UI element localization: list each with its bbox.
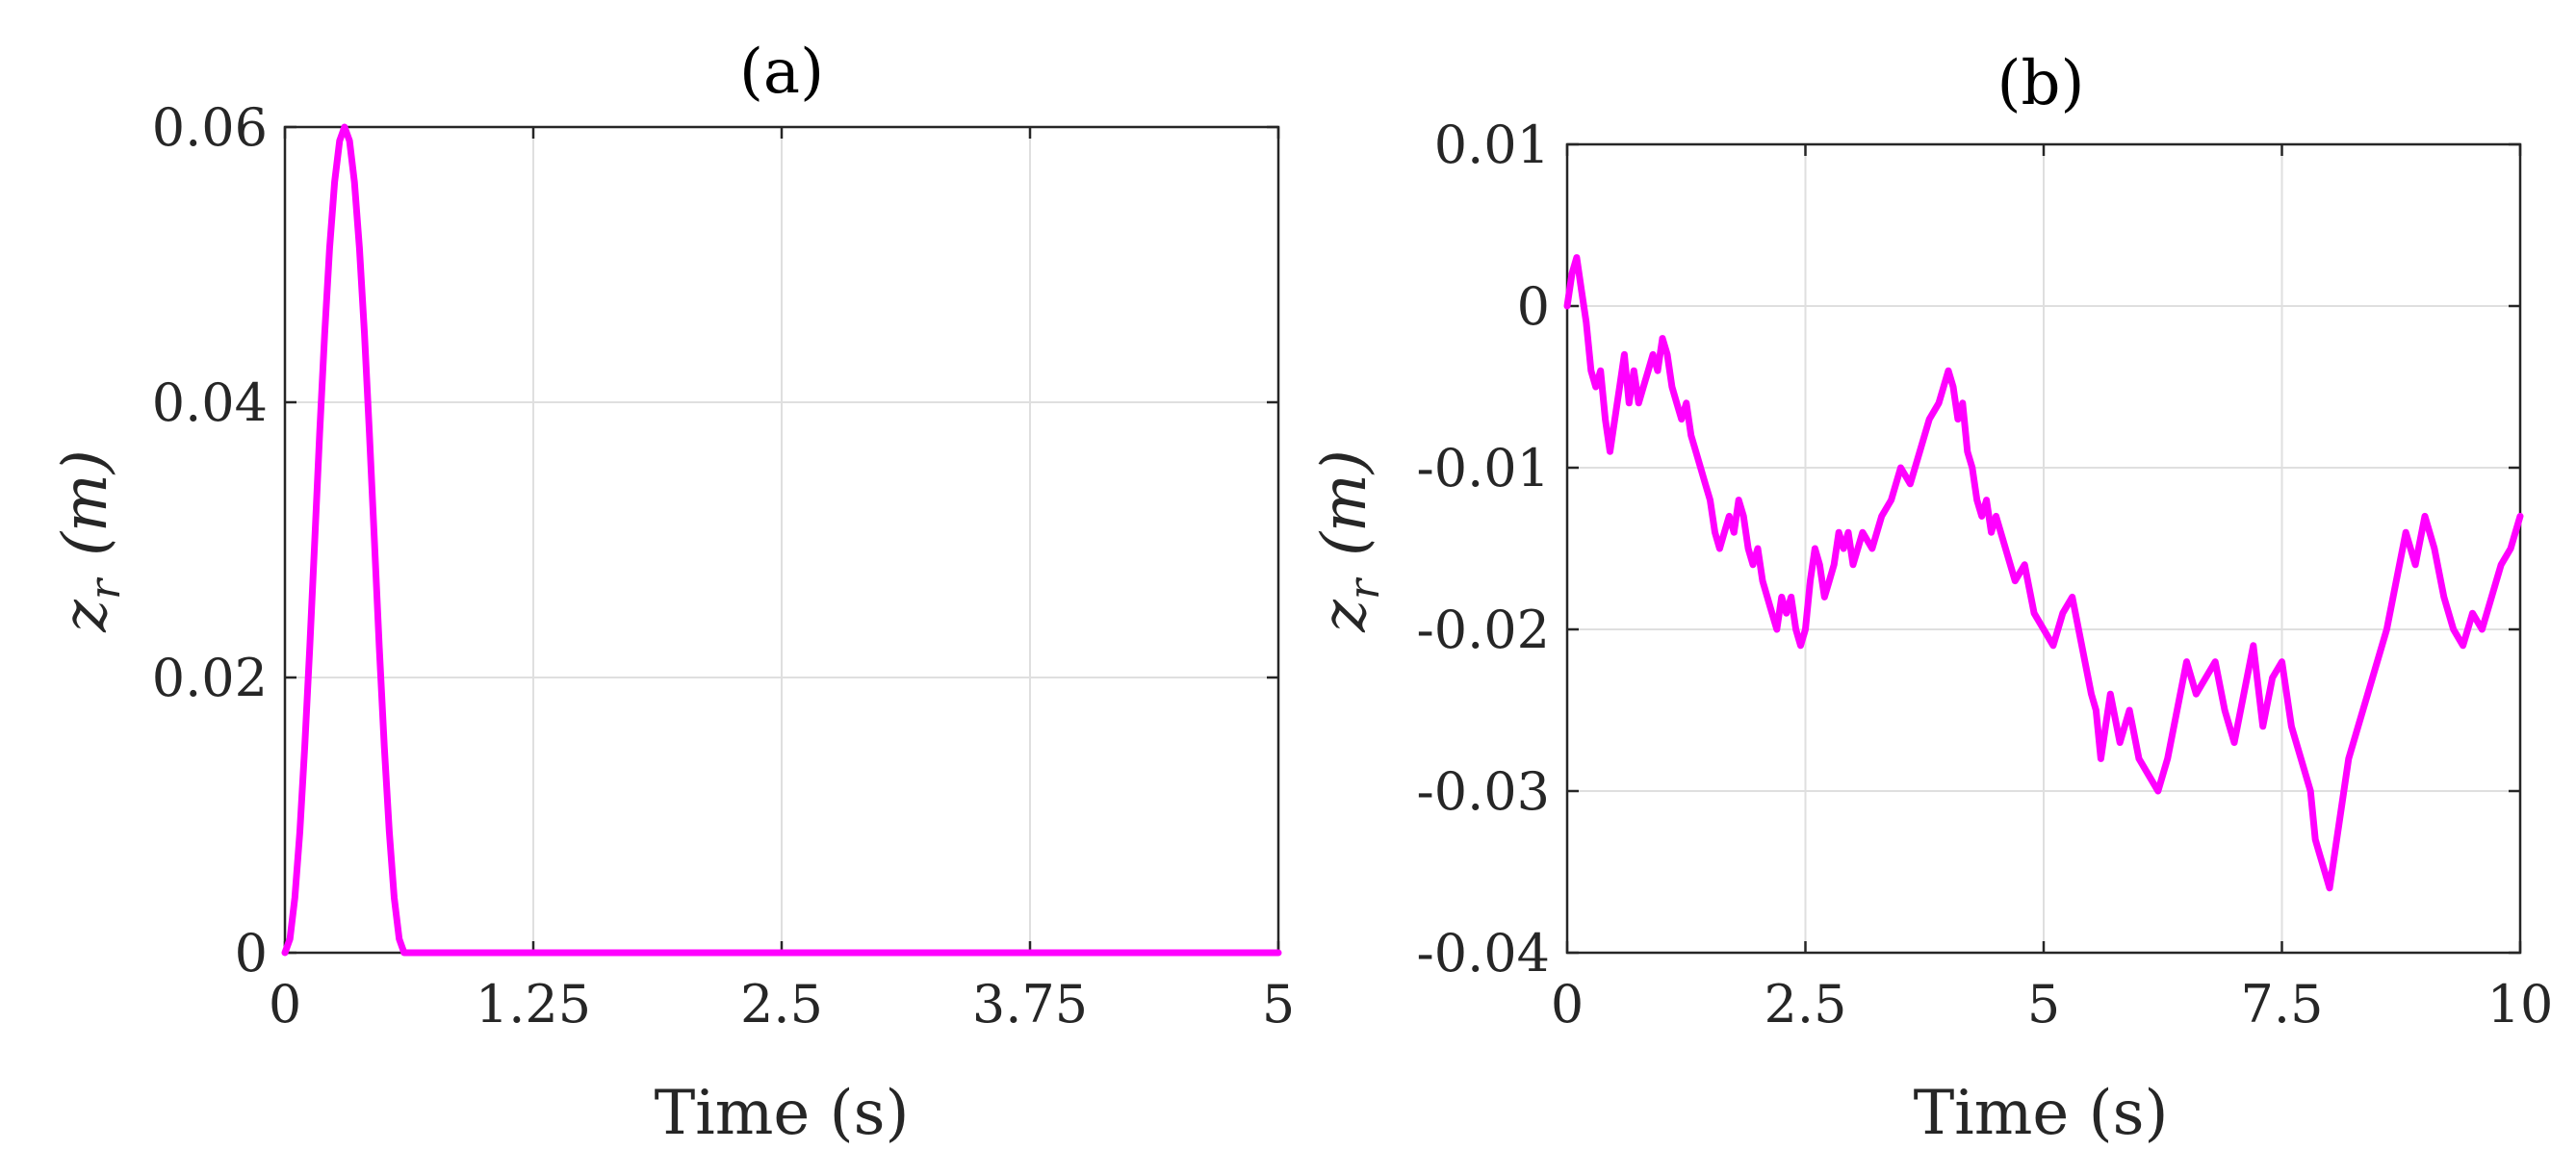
ytick-label-b-1: -0.03 xyxy=(1417,761,1550,822)
title-b: (b) xyxy=(1997,48,2085,119)
ytick-label-a-1: 0.02 xyxy=(152,648,268,708)
ylabel-b-main: z xyxy=(1309,599,1380,633)
ytick-label-a-0: 0 xyxy=(235,923,268,984)
ticks-a: 0 1.25 2.5 3.75 5 0 0.02 0.04 0.06 xyxy=(152,97,1295,1035)
xtick-label-b-3: 7.5 xyxy=(2241,974,2324,1035)
xtick-label-b-2: 5 xyxy=(2027,974,2060,1035)
series-line-b-0 xyxy=(1563,254,2524,892)
panel-a: (a) 0 1.25 2.5 3.75 500.020.040.06 Time (s) … xyxy=(50,37,1295,1149)
series-line-a-0 xyxy=(281,123,1282,957)
title-a: (a) xyxy=(739,37,824,108)
panel-b: (b) 0 2.5 5 7.5 10-0.04-0.03-0.02-0.0100.01 … xyxy=(1309,48,2553,1149)
xtick-label-a-2: 2.5 xyxy=(740,974,823,1035)
series-b xyxy=(1563,254,2524,892)
ytick-label-b-2: -0.02 xyxy=(1417,600,1550,660)
ticks-b: 0 2.5 5 7.5 10 -0.04 -0.03 -0.02 -0.01 0 0.01 xyxy=(1417,115,2554,1035)
ytick-label-b-4: 0 xyxy=(1517,276,1550,337)
xtick-label-a-1: 1.25 xyxy=(476,974,591,1035)
ylabel-a-sub: r xyxy=(81,576,130,600)
series-a xyxy=(281,123,1282,957)
ytick-label-a-3: 0.06 xyxy=(152,97,268,158)
ylabel-a-unit: (m) xyxy=(50,449,121,556)
ytick-label-b-0: -0.04 xyxy=(1417,923,1550,984)
xtick-label-a-0: 0 xyxy=(269,974,301,1035)
ylabel-b-sub: r xyxy=(1340,576,1389,600)
xtick-label-b-4: 10 xyxy=(2487,974,2554,1035)
xtick-label-b-1: 2.5 xyxy=(1765,974,1847,1035)
xlabel-a: Time (s) xyxy=(655,1078,910,1149)
ylabel-b-unit: (m) xyxy=(1309,449,1380,556)
ytick-label-b-5: 0.01 xyxy=(1434,115,1550,175)
xtick-label-a-4: 5 xyxy=(1262,974,1295,1035)
ytick-label-a-2: 0.04 xyxy=(152,372,268,433)
xtick-label-a-3: 3.75 xyxy=(972,974,1088,1035)
grid-lines-b xyxy=(1567,144,2520,953)
ylabel-b: zr (m) xyxy=(1309,449,1389,632)
ytick-label-b-3: -0.01 xyxy=(1417,438,1550,499)
xlabel-b: Time (s) xyxy=(1914,1078,2169,1149)
ylabel-a-main: z xyxy=(50,599,121,633)
xtick-label-b-0: 0 xyxy=(1551,974,1584,1035)
ylabel-a: zr (m) xyxy=(50,449,130,632)
grid-lines-a xyxy=(285,127,1278,953)
